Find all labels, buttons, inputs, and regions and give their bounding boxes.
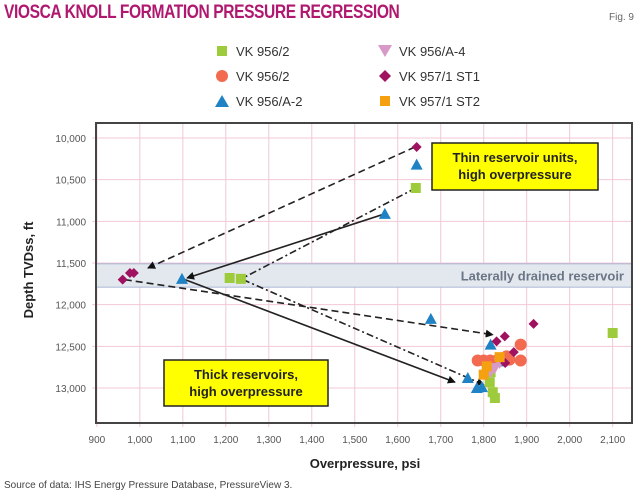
x-tick-label: 1,000	[127, 435, 152, 446]
plot-frame	[95, 122, 633, 424]
trend-arrow	[124, 278, 494, 338]
legend-item: VK 956/A-4	[378, 44, 466, 59]
legend-label: VK 957/1 ST2	[399, 94, 480, 109]
data-point	[481, 361, 492, 372]
trend-arrow	[147, 146, 416, 269]
x-tick-label: 2,100	[600, 435, 625, 446]
data-point	[499, 331, 510, 342]
legend-item: VK 956/A-2	[215, 94, 303, 109]
x-tick-label: 2,000	[557, 435, 582, 446]
data-point	[411, 142, 422, 152]
x-tick-label: 1,600	[385, 435, 410, 446]
x-tick-label: 1,300	[256, 435, 281, 446]
legend-marker	[378, 45, 392, 57]
legend-item: VK 957/1 ST2	[380, 94, 480, 109]
data-point	[607, 328, 618, 338]
data-point	[514, 354, 527, 367]
data-point	[461, 372, 474, 383]
chart-title: Viosca Knoll formation pressure regressi…	[4, 2, 400, 23]
x-tick-label: 1,700	[428, 435, 453, 446]
data-point	[410, 158, 423, 170]
trend-arrow	[242, 278, 485, 386]
source-note: Source of data: IHS Energy Pressure Data…	[4, 480, 293, 491]
data-point	[128, 268, 139, 278]
y-tick-label: 10,500	[55, 176, 86, 187]
legend-item: VK 957/1 ST1	[379, 69, 480, 84]
legend-label: VK 956/2	[236, 44, 290, 59]
data-point	[489, 393, 500, 403]
legend-item: VK 956/2	[217, 44, 290, 59]
x-axis-label: Overpressure, psi	[310, 456, 421, 471]
data-point	[514, 338, 527, 351]
annotation-text: Thick reservoirs,	[194, 367, 298, 382]
y-axis-label: Depth TVDss, ft	[21, 221, 36, 318]
annotation-text: high overpressure	[189, 384, 302, 399]
data-point	[478, 369, 489, 380]
legend-marker	[216, 70, 228, 82]
annotation-text: Thin reservoir units,	[453, 150, 578, 165]
data-point	[117, 274, 128, 285]
annotation-box	[163, 359, 329, 407]
data-point	[491, 336, 502, 347]
x-tick-label: 1,400	[299, 435, 324, 446]
legend-marker	[215, 95, 229, 107]
trend-arrow	[184, 278, 456, 384]
y-tick-label: 10,000	[55, 134, 86, 145]
legend-marker	[380, 96, 390, 106]
trend-arrow	[186, 213, 386, 280]
y-tick-label: 13,000	[55, 384, 86, 395]
annotation-box	[431, 142, 599, 191]
legend-item: VK 956/2	[216, 69, 290, 84]
data-point	[508, 347, 519, 358]
y-tick-label: 11,500	[56, 259, 86, 270]
x-tick-label: 1,800	[471, 435, 496, 446]
data-point	[494, 352, 505, 363]
data-point	[484, 377, 495, 388]
legend-marker	[217, 46, 227, 56]
data-point	[410, 183, 421, 193]
y-tick-label: 12,000	[55, 301, 86, 312]
data-point	[484, 338, 497, 350]
band-label: Laterally drained reservoir	[461, 269, 624, 284]
data-point	[378, 207, 391, 219]
legend-marker	[379, 70, 391, 82]
data-point	[235, 273, 246, 284]
x-tick-label: 1,900	[514, 435, 539, 446]
x-tick-label: 1,100	[170, 435, 195, 446]
y-tick-label: 12,500	[55, 342, 86, 353]
x-tick-label: 1,500	[342, 435, 367, 446]
data-point	[175, 272, 188, 284]
data-point	[224, 273, 235, 283]
data-point	[528, 318, 539, 329]
data-point	[487, 387, 498, 398]
legend-label: VK 956/A-4	[399, 44, 466, 59]
y-tick-label: 11,000	[56, 217, 86, 228]
x-tick-label: 1,200	[213, 435, 238, 446]
trend-arrow	[242, 187, 417, 279]
legend-label: VK 957/1 ST1	[399, 69, 480, 84]
x-tick-label: 900	[89, 435, 106, 446]
data-point	[475, 381, 488, 393]
figure-label: Fig. 9	[608, 12, 634, 23]
legend-label: VK 956/2	[236, 69, 290, 84]
data-point	[424, 312, 437, 324]
legend-label: VK 956/A-2	[236, 94, 303, 109]
annotation-text: high overpressure	[458, 167, 571, 182]
